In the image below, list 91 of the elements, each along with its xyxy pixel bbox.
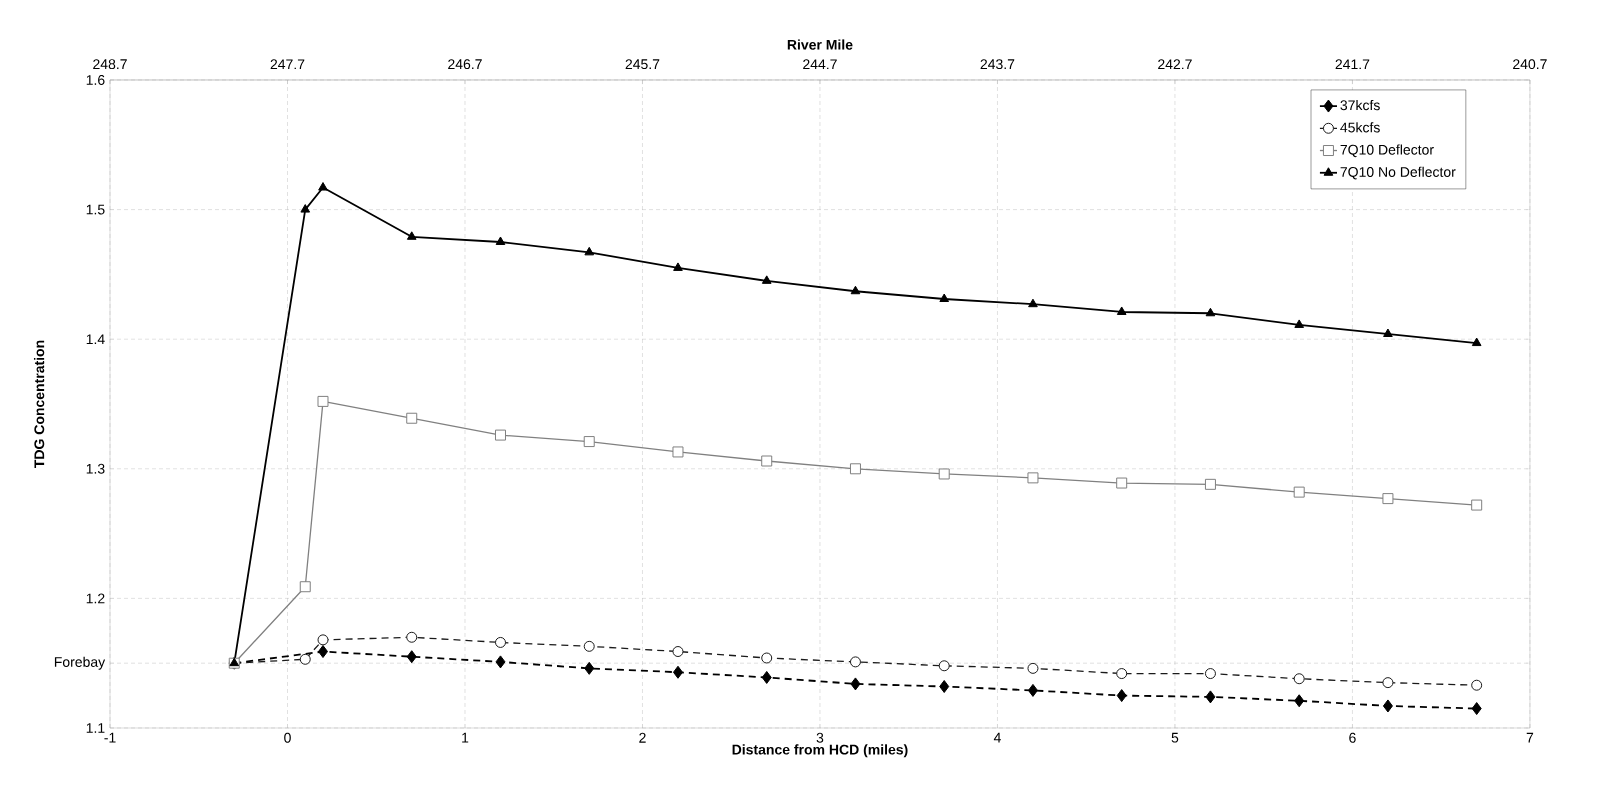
point — [938, 468, 950, 480]
point — [938, 660, 950, 672]
point — [1382, 677, 1394, 689]
x2-axis-title: River Mile — [787, 39, 853, 50]
point — [1028, 298, 1038, 308]
x2-tick-label: 243.7 — [980, 59, 1015, 70]
point — [1471, 702, 1482, 716]
point — [761, 455, 773, 467]
point — [406, 231, 417, 240]
point — [494, 429, 506, 441]
x-axis-title: Distance from HCD (miles) — [732, 744, 908, 758]
point — [1205, 690, 1216, 704]
point — [299, 653, 311, 665]
point — [1293, 486, 1305, 498]
point — [318, 645, 328, 659]
x-tick-label: 2 — [639, 732, 646, 743]
y-tick-label: 1.5 — [86, 204, 105, 215]
point — [672, 446, 684, 458]
x-tick-label: 4 — [993, 732, 1001, 743]
x-tick-label: -1 — [104, 732, 116, 743]
point — [1294, 694, 1305, 708]
point — [1027, 472, 1039, 484]
point — [761, 652, 773, 664]
x2-tick-label: 246.7 — [448, 59, 482, 70]
x2-tick-label: 247.7 — [270, 59, 305, 70]
point — [1293, 673, 1305, 685]
y-tick-label: 1.4 — [86, 334, 105, 345]
point — [583, 436, 595, 448]
point — [1382, 699, 1393, 713]
x-tick-label: 5 — [1171, 732, 1179, 743]
y-tick-label: 1.1 — [86, 723, 105, 733]
point — [849, 463, 861, 475]
point — [299, 581, 311, 593]
point — [1471, 499, 1483, 511]
x2-tick-label: 245.7 — [625, 59, 660, 70]
point — [1471, 679, 1483, 691]
point — [761, 670, 772, 684]
point — [1383, 328, 1393, 338]
y-tick-label: 1.3 — [86, 463, 105, 474]
point — [584, 661, 595, 675]
point — [850, 285, 861, 295]
point — [673, 262, 683, 271]
x-tick-label: 1 — [462, 732, 469, 743]
x2-tick-label: 244.7 — [803, 59, 837, 70]
point — [1204, 668, 1216, 680]
point — [1471, 337, 1482, 347]
x-tick-label: 7 — [1526, 732, 1534, 743]
point — [1205, 307, 1216, 317]
legend-label: 37kcfs — [1340, 99, 1380, 111]
point — [300, 204, 311, 213]
x-tick-label: 0 — [284, 732, 291, 743]
point — [406, 412, 418, 424]
point — [1027, 683, 1038, 697]
point — [1294, 319, 1305, 328]
x2-tick-label: 241.7 — [1335, 59, 1370, 70]
point — [406, 650, 417, 664]
point — [406, 631, 418, 643]
point — [317, 395, 329, 407]
point — [318, 182, 328, 191]
point — [583, 640, 595, 652]
point — [1116, 306, 1127, 315]
legend-label: 7Q10 No Deflector — [1340, 166, 1456, 180]
legend-label: 7Q10 Deflector — [1340, 144, 1434, 158]
y-axis-title: TDG Concentration — [33, 340, 45, 468]
point — [761, 275, 772, 284]
point — [1027, 662, 1039, 674]
point — [1204, 478, 1216, 490]
y-tick-label: 1.6 — [86, 75, 105, 85]
point — [672, 665, 683, 679]
y-tick-label: 1.2 — [86, 593, 105, 604]
point — [939, 293, 950, 303]
y-tick-label: Forebay — [54, 656, 106, 670]
point — [850, 677, 861, 691]
point — [494, 636, 506, 648]
x2-tick-label: 242.7 — [1158, 59, 1192, 70]
legend-label: 45kcfs — [1340, 122, 1380, 133]
point — [1116, 477, 1128, 489]
point — [1382, 493, 1394, 505]
point — [1116, 668, 1128, 680]
point — [939, 680, 950, 694]
x2-tick-label: 248.7 — [93, 59, 127, 70]
x2-tick-label: 240.7 — [1513, 59, 1547, 70]
point — [849, 656, 861, 668]
point — [495, 236, 506, 245]
x-tick-label: 3 — [816, 732, 824, 743]
point — [584, 246, 595, 256]
point — [1116, 689, 1127, 703]
point — [672, 646, 684, 658]
point — [495, 655, 506, 669]
point — [317, 634, 329, 646]
x-tick-label: 6 — [1349, 732, 1356, 743]
